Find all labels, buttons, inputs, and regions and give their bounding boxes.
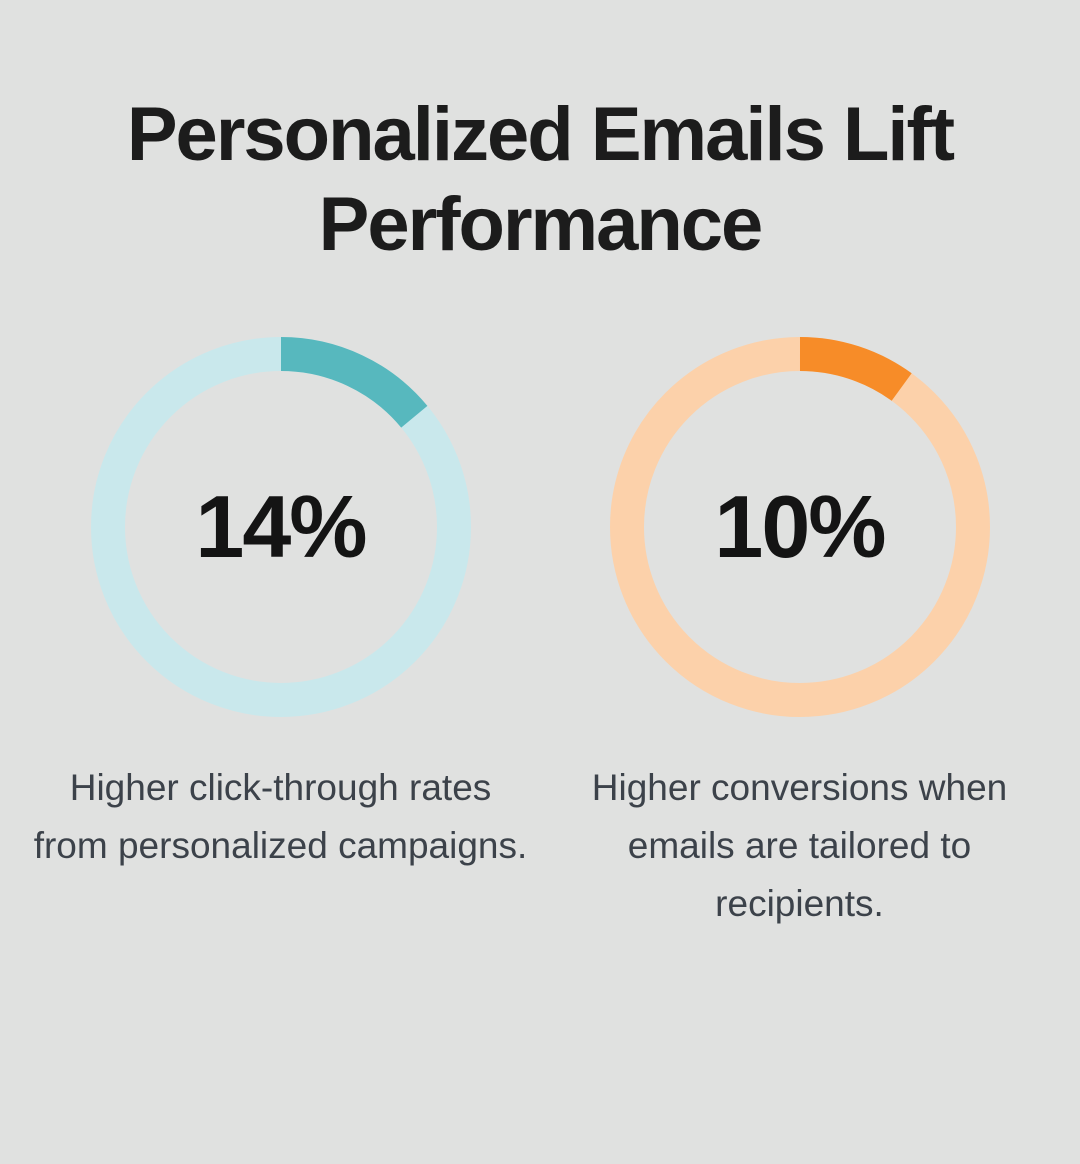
chart-conversions: 10% Higher conversions when emails are t… <box>547 337 1052 932</box>
page-title-line-1: Personalized Emails Lift <box>126 92 955 177</box>
donut-value-label: 14% <box>195 477 367 577</box>
charts-row: 14% Higher click-through rates from pers… <box>0 337 1080 932</box>
chart-caption: Higher conversions when emails are tailo… <box>591 767 1008 924</box>
chart-click-through-rates: 14% Higher click-through rates from pers… <box>28 337 533 932</box>
logo-segment-2: jab <box>909 1157 996 1164</box>
donut-chart-conversions: 10% <box>609 337 990 718</box>
page-title: Personalized Emails Lift Performance <box>0 90 1080 269</box>
donut-chart-click-through: 14% <box>90 337 471 718</box>
logo-segment-3: ra <box>994 1157 1052 1164</box>
logo-segment-1: ca <box>843 1157 911 1164</box>
donut-ring-click-through <box>90 337 471 718</box>
cajabra-logo: cajabra <box>843 1156 1052 1164</box>
chart-caption: Higher click-through rates from personal… <box>33 767 528 867</box>
donut-ring-conversions <box>609 337 990 718</box>
donut-value-label: 10% <box>714 477 886 577</box>
page-title-line-2: Performance <box>318 181 764 267</box>
